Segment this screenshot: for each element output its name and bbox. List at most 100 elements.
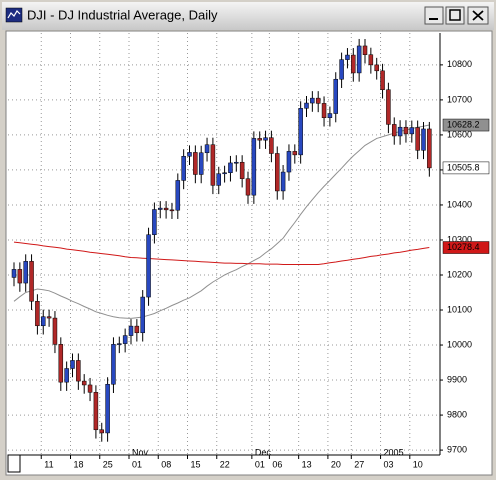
candle-body bbox=[140, 296, 145, 334]
candle-body bbox=[35, 301, 40, 327]
scroll-box[interactable] bbox=[7, 454, 21, 473]
y-tick-label: 9700 bbox=[447, 444, 467, 454]
moving-average-line bbox=[13, 241, 430, 265]
candle-body bbox=[380, 70, 385, 90]
candle-body bbox=[87, 384, 93, 393]
x-tick-label: 15 bbox=[191, 459, 201, 469]
y-tick-label: 10400 bbox=[447, 199, 472, 209]
candle-body bbox=[315, 97, 321, 104]
x-tick-label: 27 bbox=[354, 459, 364, 469]
candle-body bbox=[251, 138, 257, 196]
candle-body bbox=[280, 171, 286, 192]
candle-body bbox=[263, 137, 268, 141]
y-tick-label: 9800 bbox=[447, 409, 467, 419]
month-label: Dec bbox=[255, 447, 272, 457]
candle-body bbox=[403, 126, 409, 135]
maximize-glyph bbox=[449, 9, 461, 21]
candle-body bbox=[392, 124, 397, 137]
candle-body bbox=[304, 102, 309, 109]
y-tick-label: 9900 bbox=[447, 374, 467, 384]
candle-body bbox=[146, 234, 151, 298]
candle-body bbox=[351, 54, 356, 74]
candle-body bbox=[362, 45, 368, 55]
moving-average-line bbox=[13, 124, 430, 319]
candle-body bbox=[76, 360, 81, 382]
candle-body bbox=[105, 384, 110, 434]
candle-body bbox=[257, 138, 262, 141]
candle-body bbox=[269, 137, 274, 154]
x-tick-label: 20 bbox=[331, 459, 341, 469]
last-value-box bbox=[442, 118, 490, 132]
candle-body bbox=[333, 78, 338, 114]
candle-body bbox=[310, 97, 315, 104]
candle-body bbox=[46, 316, 52, 319]
last-value-label: 10278.4 bbox=[447, 242, 480, 252]
candle-body bbox=[122, 335, 128, 344]
y-tick-label: 10200 bbox=[447, 269, 472, 279]
x-tick-label: 06 bbox=[272, 459, 282, 469]
candle-body bbox=[298, 108, 303, 156]
candle-body bbox=[169, 209, 175, 212]
x-tick-label: 11 bbox=[44, 459, 53, 469]
chart-panel bbox=[5, 30, 493, 476]
candle-body bbox=[427, 128, 432, 169]
x-tick-label: 03 bbox=[384, 459, 394, 469]
x-tick-label: 01 bbox=[255, 459, 265, 469]
candle-body bbox=[339, 59, 344, 80]
candle-body bbox=[11, 269, 17, 278]
y-tick-label: 10800 bbox=[447, 59, 472, 69]
x-tick-label: 18 bbox=[74, 459, 84, 469]
candle-body bbox=[292, 151, 298, 156]
candle-body bbox=[99, 429, 104, 434]
candle-body bbox=[374, 64, 379, 72]
y-tick-label: 10700 bbox=[447, 94, 472, 104]
x-tick-label: 22 bbox=[220, 459, 230, 469]
candle-body bbox=[198, 152, 204, 175]
candle-body bbox=[216, 173, 221, 186]
candle-body bbox=[193, 152, 198, 175]
x-tick-label: 13 bbox=[302, 459, 312, 469]
y-tick-label: 10600 bbox=[447, 129, 472, 139]
y-tick-label: 10300 bbox=[447, 234, 472, 244]
candle-body bbox=[356, 45, 362, 74]
close-button[interactable] bbox=[467, 6, 489, 25]
candle-body bbox=[222, 172, 227, 175]
candle-body bbox=[210, 144, 216, 186]
candle-body bbox=[41, 316, 46, 327]
candle-body bbox=[345, 54, 350, 60]
candle-body bbox=[245, 178, 251, 196]
candle-body bbox=[29, 261, 34, 302]
minimize-button-box[interactable] bbox=[424, 6, 444, 25]
candle-body bbox=[134, 325, 140, 334]
candle-body bbox=[64, 368, 69, 383]
minimize-button[interactable] bbox=[424, 6, 444, 25]
candle-body bbox=[52, 317, 58, 345]
candle-body bbox=[228, 162, 233, 173]
candle-body bbox=[187, 152, 192, 157]
candle-body bbox=[234, 161, 239, 164]
candle-body bbox=[397, 126, 403, 137]
candle-body bbox=[181, 156, 186, 181]
last-value-box bbox=[442, 241, 490, 254]
candle-body bbox=[70, 360, 75, 369]
window-icon-glyph bbox=[7, 10, 21, 19]
candle-body bbox=[286, 151, 292, 173]
candle-body bbox=[128, 325, 134, 336]
candle-body bbox=[111, 344, 116, 385]
candle-body bbox=[58, 344, 64, 383]
maximize-button[interactable] bbox=[445, 6, 465, 25]
candle-body bbox=[23, 261, 28, 284]
candle-body bbox=[368, 54, 374, 66]
candle-body bbox=[239, 161, 245, 179]
last-value-label: 10505.8 bbox=[447, 162, 480, 172]
candle-body bbox=[93, 392, 99, 431]
last-value-label: 10628.2 bbox=[447, 119, 480, 129]
close-glyph bbox=[472, 10, 484, 21]
x-tick-label: 25 bbox=[103, 459, 113, 469]
candle-body bbox=[152, 209, 157, 235]
candle-body bbox=[415, 127, 420, 151]
y-tick-label: 10000 bbox=[447, 339, 472, 349]
x-tick-label: 10 bbox=[413, 459, 423, 469]
candle-body bbox=[204, 144, 210, 154]
month-label: Nov bbox=[132, 447, 149, 457]
